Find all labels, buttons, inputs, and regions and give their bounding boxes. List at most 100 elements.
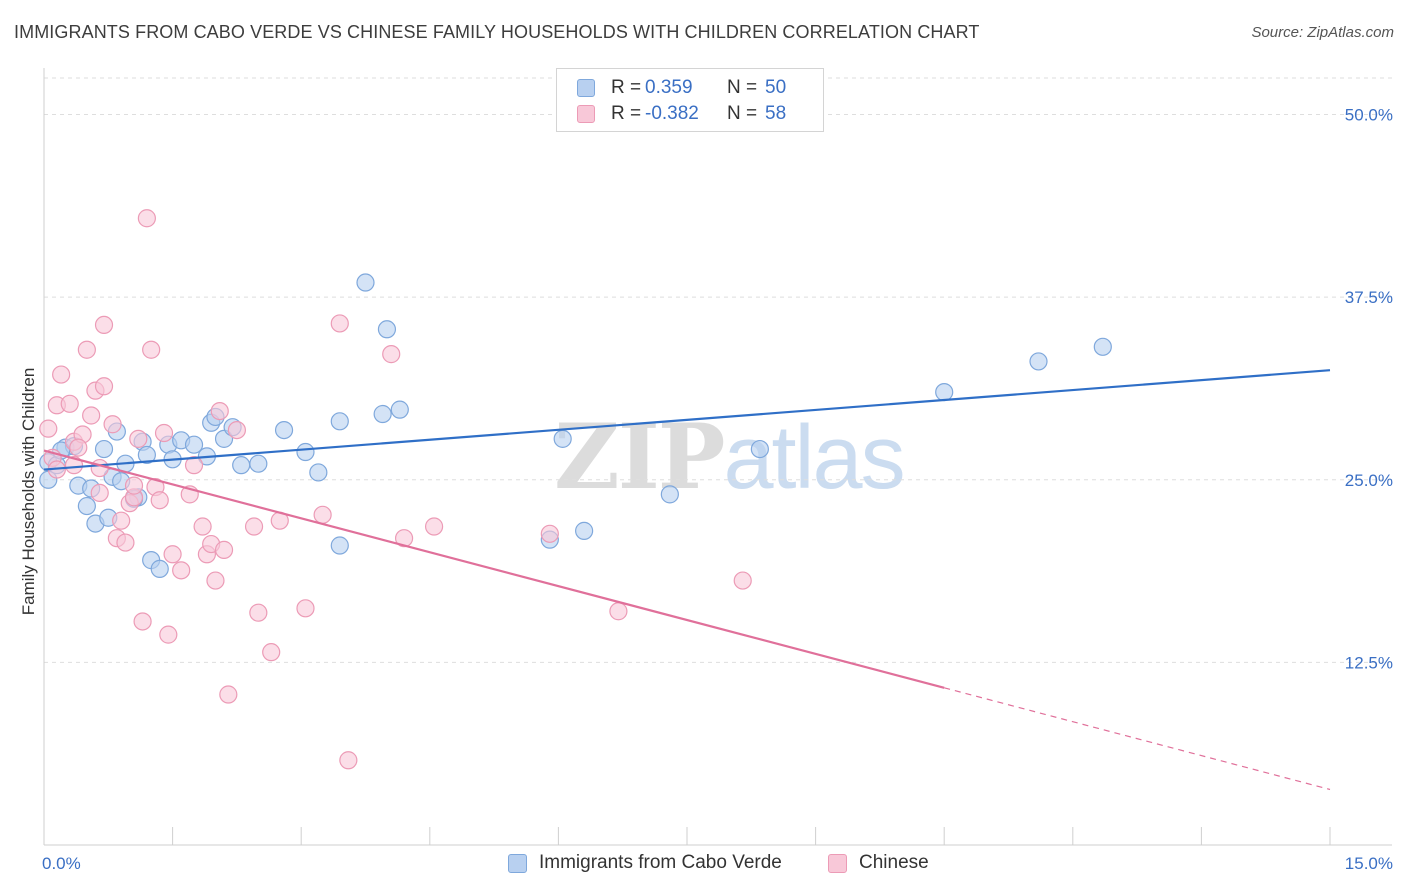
pink-swatch-icon <box>577 105 595 123</box>
cabo-verde-point <box>575 521 594 540</box>
chinese-point <box>249 603 268 622</box>
cabo-verde-point <box>390 400 409 419</box>
chinese-point <box>137 209 156 228</box>
cabo-verde-point <box>274 420 294 440</box>
r-label: R = <box>611 77 642 98</box>
pink-swatch-icon <box>828 853 847 873</box>
cabo-verde-point <box>150 559 169 578</box>
r-value: 0.359 <box>645 77 693 98</box>
chinese-point <box>424 517 444 536</box>
chinese-point <box>124 476 144 495</box>
chinese-point <box>116 533 135 552</box>
cabo-verde-point <box>377 320 397 339</box>
r-value: -0.382 <box>645 103 699 124</box>
cabo-verde-point <box>232 456 251 475</box>
chinese-point <box>330 314 349 333</box>
chinese-point <box>142 340 161 359</box>
chinese-point <box>296 599 315 618</box>
chinese-point <box>150 491 169 510</box>
cabo-verde-point <box>1029 352 1048 371</box>
legend-item-chinese[interactable]: Chinese <box>828 852 929 874</box>
chinese-point <box>60 394 79 413</box>
cabo-verde-point <box>77 496 96 516</box>
x-tick-label: 15.0% <box>1345 854 1393 873</box>
chinese-point <box>64 456 84 475</box>
chinese-point <box>382 345 401 364</box>
n-label: N = <box>727 77 758 98</box>
r-label: R = <box>611 103 642 124</box>
chinese-point <box>163 545 182 564</box>
chinese-point <box>733 571 752 590</box>
chinese-point <box>219 685 238 704</box>
chinese-point <box>82 406 101 425</box>
y-axis-label: Family Households with Children <box>19 368 38 616</box>
chinese-point <box>394 529 414 548</box>
stats-legend: R = 0.359 N = 50 R = -0.382 N = 58 <box>556 68 824 132</box>
n-value: 58 <box>765 103 787 124</box>
x-tick-label: 0.0% <box>42 854 81 873</box>
chinese-point <box>90 483 109 503</box>
legend-label: Chinese <box>859 852 929 873</box>
legend-label: Immigrants from Cabo Verde <box>539 852 782 873</box>
blue-swatch-icon <box>577 79 595 97</box>
chinese-point <box>90 458 109 478</box>
n-label: N = <box>727 103 758 124</box>
chinese-point <box>129 429 148 448</box>
blue-swatch-icon <box>508 853 527 873</box>
watermark-zip: ZIP <box>554 404 725 510</box>
chinese-point <box>69 438 88 457</box>
cabo-verde-point <box>1093 337 1112 356</box>
y-tick-label: 12.5% <box>1345 653 1393 672</box>
chinese-point <box>184 456 204 475</box>
watermark: ZIPatlas <box>554 404 906 510</box>
chinese-point <box>339 751 358 770</box>
cabo-verde-point <box>660 485 679 504</box>
chinese-point <box>154 423 174 443</box>
cabo-verde-point <box>94 439 114 459</box>
watermark-atlas: atlas <box>723 408 905 508</box>
source-label: Source: ZipAtlas.com <box>1251 24 1394 41</box>
cabo-verde-point <box>935 383 954 402</box>
cabo-verde-point <box>137 445 156 465</box>
chinese-point <box>193 517 212 536</box>
cabo-verde-point <box>750 439 769 459</box>
y-tick-label: 50.0% <box>1345 106 1393 125</box>
y-tick-label: 25.0% <box>1345 471 1393 490</box>
cabo-verde-point <box>553 429 572 448</box>
cabo-verde-point <box>309 463 328 482</box>
legend-item-cabo-verde[interactable]: Immigrants from Cabo Verde <box>508 852 782 874</box>
chinese-point <box>313 505 332 524</box>
cabo-verde-point <box>296 442 315 462</box>
chinese-point <box>262 643 281 662</box>
chinese-point <box>540 524 559 543</box>
chinese-point <box>39 419 58 438</box>
chinese-point <box>214 540 234 559</box>
cabo-verde-point <box>373 404 392 424</box>
chinese-point <box>77 340 96 359</box>
cabo-verde-point <box>330 412 349 431</box>
chinese-point <box>172 561 191 580</box>
cabo-verde-point <box>249 454 268 473</box>
chinese-point <box>159 625 178 644</box>
series-legend: Immigrants from Cabo Verde Chinese <box>0 852 1406 876</box>
chinese-point <box>210 401 229 421</box>
chinese-trend-extension <box>944 687 1331 791</box>
chinese-point <box>227 420 246 440</box>
chinese-trend-line <box>43 449 945 689</box>
cabo-verde-point <box>330 536 349 555</box>
chinese-point <box>609 602 628 621</box>
n-value: 50 <box>765 77 787 98</box>
chinese-point <box>133 612 152 631</box>
cabo-verde-trend-line <box>43 369 1331 471</box>
chinese-point <box>94 377 114 396</box>
stats-legend-row-pink: R = -0.382 N = 58 <box>577 102 786 126</box>
chinese-point <box>244 517 264 536</box>
chart-title: IMMIGRANTS FROM CABO VERDE VS CHINESE FA… <box>14 22 980 42</box>
stats-legend-row-blue: R = 0.359 N = 50 <box>577 76 786 100</box>
y-tick-label: 37.5% <box>1345 288 1393 307</box>
chinese-point <box>94 315 114 335</box>
chinese-point <box>52 365 71 384</box>
cabo-verde-point <box>184 435 204 454</box>
cabo-verde-point <box>356 273 375 292</box>
